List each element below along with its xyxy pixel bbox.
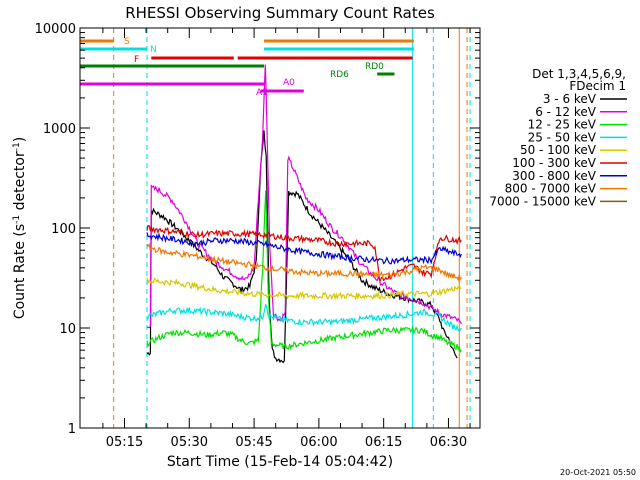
series-line-1 bbox=[147, 64, 462, 329]
series-line-3 bbox=[146, 304, 462, 332]
x-tick-label: 05:30 bbox=[171, 435, 208, 450]
series-line-0 bbox=[146, 130, 458, 364]
y-tick-label: 10 bbox=[59, 322, 76, 337]
y-axis-label-mid: detector bbox=[12, 151, 28, 215]
x-tick-label: 05:45 bbox=[235, 435, 272, 450]
status-label-rd6: RD6 bbox=[330, 70, 349, 80]
y-tick-label: 1000 bbox=[43, 122, 76, 137]
x-tick-label: 05:15 bbox=[106, 435, 143, 450]
series-line-6 bbox=[146, 232, 462, 265]
x-axis-label: Start Time (15-Feb-14 05:04:42) bbox=[167, 454, 393, 470]
axis-layer: 1 10 100 1000 10000 05:15 05:30 05:45 06:00 06:15… bbox=[35, 22, 481, 450]
legend-label: 100 - 300 keV bbox=[512, 156, 596, 170]
legend-label: 3 - 6 keV bbox=[543, 92, 597, 106]
x-tick-label: 06:30 bbox=[430, 435, 467, 450]
legend-label: 800 - 7000 keV bbox=[505, 182, 597, 196]
legend-label: 25 - 50 keV bbox=[528, 130, 597, 144]
series-line-4 bbox=[146, 277, 462, 301]
legend-header-1: Det 1,3,4,5,6,9, bbox=[532, 67, 626, 81]
legend-label: 50 - 100 keV bbox=[520, 143, 597, 157]
y-tick-label: 1 bbox=[68, 422, 76, 437]
status-label-a1: A1 bbox=[256, 88, 268, 98]
status-label-f: F bbox=[134, 55, 139, 65]
x-tick-label: 06:00 bbox=[300, 435, 337, 450]
y-axis-label-sup1: -1 bbox=[12, 215, 22, 224]
x-tick-label: 06:15 bbox=[365, 435, 402, 450]
status-label-s: S bbox=[124, 37, 130, 47]
plot-area bbox=[80, 28, 471, 428]
y-axis-label-end: ) bbox=[12, 137, 28, 142]
plot-layer: S N F RD0 RD6 A1 A0 bbox=[80, 28, 471, 428]
chart-title: RHESSI Observing Summary Count Rates bbox=[125, 4, 435, 22]
y-axis-label-main: Count Rate (s bbox=[12, 224, 28, 319]
y-tick-label: 10000 bbox=[35, 22, 76, 37]
plot-frame bbox=[79, 27, 481, 429]
legend-label: 300 - 800 keV bbox=[512, 169, 596, 183]
y-tick-label: 100 bbox=[51, 222, 76, 237]
status-label-n: N bbox=[150, 45, 157, 55]
legend-label: 7000 - 15000 keV bbox=[489, 194, 596, 208]
series-line-5 bbox=[146, 224, 462, 282]
status-label-a0: A0 bbox=[283, 78, 295, 88]
status-label-rd0: RD0 bbox=[365, 62, 384, 72]
footer-timestamp: 20-Oct-2021 05:50 bbox=[560, 468, 636, 477]
y-axis-label: Count Rate (s-1 detector-1) bbox=[12, 137, 28, 319]
legend-label: 6 - 12 keV bbox=[535, 105, 597, 119]
legend-label: 12 - 25 keV bbox=[528, 118, 597, 132]
series-line-7 bbox=[146, 242, 462, 282]
series-line-2 bbox=[146, 190, 462, 354]
legend-header-2: FDecim 1 bbox=[569, 79, 626, 93]
y-axis-label-sup2: -1 bbox=[12, 142, 22, 151]
